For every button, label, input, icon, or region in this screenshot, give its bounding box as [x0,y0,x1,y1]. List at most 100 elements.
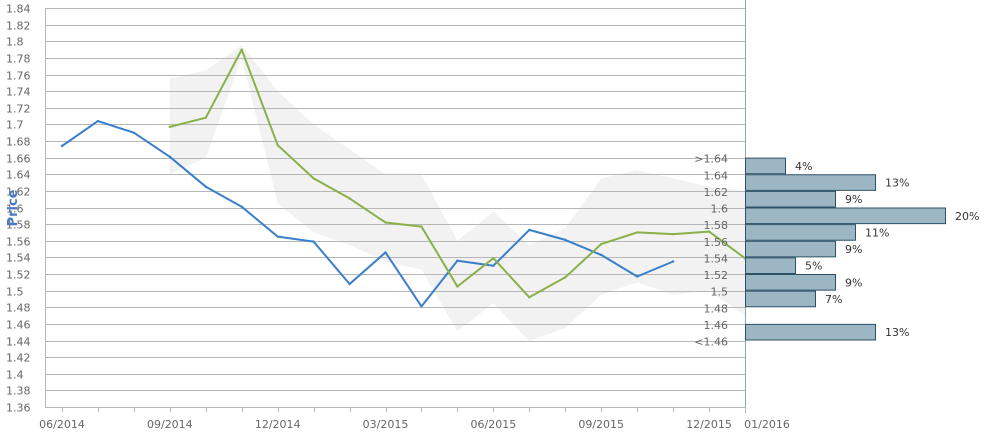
data-point-forecast [420,225,423,228]
histogram-value-label: 9% [845,193,862,206]
histogram-value-label: 13% [885,177,909,190]
histogram-value-label: 11% [865,226,889,239]
histogram-bin-label: <1.46 [694,336,728,349]
series-line-actual [61,120,674,308]
y-tick-label: 1.42 [6,352,31,365]
x-tick-label: 01/2016 [744,418,790,431]
data-point-actual [564,238,567,242]
histogram-bar [745,323,876,341]
histogram-bar [745,207,946,225]
data-point-actual [456,259,459,262]
data-point-actual [312,240,315,243]
histogram-bar [745,240,836,258]
histogram-bar [745,190,836,208]
data-point-actual [420,305,423,308]
distribution-histogram: 4%13%9%20%11%9%5%9%7%13%>1.641.641.621.6… [694,153,979,349]
data-point-forecast [348,197,351,200]
y-tick-label: 1.62 [6,186,31,199]
y-tick-label: 1.58 [6,219,31,232]
histogram-value-label: 7% [825,293,842,306]
histogram-bar [745,157,786,175]
histogram-bin-label: 1.62 [704,186,729,199]
data-point-actual [96,119,100,123]
histogram-bar [745,174,876,191]
data-point-forecast [276,144,279,147]
data-point-actual [492,264,495,267]
x-tick-label: 12/2015 [686,418,732,431]
series-lines [60,48,747,308]
x-tick-label: 03/2015 [363,418,409,431]
y-tick-label: 1.5 [6,286,24,299]
y-tick-label: 1.78 [6,53,31,66]
y-tick-label: 1.6 [6,203,24,216]
y-tick-label: 1.56 [6,236,31,249]
data-point-forecast [204,116,207,119]
histogram-bin-label: 1.5 [711,286,729,299]
y-tick-label: 1.48 [6,302,31,315]
y-tick-label: 1.66 [6,153,31,166]
y-tick-label: 1.74 [6,86,31,99]
y-tick-label: 1.44 [6,336,31,349]
histogram-value-label: 9% [845,276,862,289]
data-point-forecast [312,177,315,180]
histogram-bin-label: 1.58 [704,219,729,232]
x-tick-label: 06/2015 [471,418,517,431]
confidence-band [169,45,746,342]
data-point-forecast [168,125,171,129]
data-point-forecast [671,232,675,236]
histogram-bar [745,274,836,291]
y-tick-label: 1.76 [6,70,31,83]
y-tick-label: 1.54 [6,252,31,265]
x-tick-label: 09/2014 [147,418,193,431]
y-tick-label: 1.64 [6,169,31,182]
data-point-actual [204,185,207,188]
y-tick-label: 1.4 [6,369,24,382]
y-tick-label: 1.82 [6,20,31,33]
histogram-bin-label: 1.52 [704,269,729,282]
histogram-value-label: 4% [795,160,812,173]
data-point-actual [600,253,603,257]
data-point-forecast [564,276,567,279]
histogram-bin-label: 1.48 [704,302,729,315]
y-tick-label: 1.8 [6,36,24,49]
y-tick-label: 1.72 [6,103,31,116]
forecast-range-area [169,45,746,342]
axes: 1.84 1.82 1.8 1.78 1.76 1.74 1.72 1.7 1.68 1.66 1.… [6,0,790,431]
histogram-value-label: 13% [885,326,909,339]
data-point-actual [240,205,243,208]
data-point-forecast [600,242,603,246]
data-point-actual [168,155,171,158]
data-point-forecast [456,285,459,288]
x-tick-label: 06/2014 [39,418,85,431]
y-tick-label: 1.36 [6,402,31,415]
y-axis-title: Price [6,189,21,226]
histogram-bar [745,257,796,274]
histogram-bar [745,290,816,308]
y-tick-label: 1.52 [6,269,31,282]
histogram-value-label: 5% [805,260,822,273]
data-point-actual [132,131,136,134]
histogram-bar [745,224,856,241]
histogram-bin-label: 1.54 [704,252,729,265]
data-point-actual [348,282,351,286]
gridlines [45,8,745,408]
histogram-value-label: 9% [845,243,862,256]
histogram-bin-label: 1.6 [711,203,729,216]
y-tick-label: 1.46 [6,319,31,332]
y-tick-label: 1.38 [6,385,31,398]
data-point-actual [384,251,387,254]
data-point-forecast [636,231,639,234]
data-point-actual [60,144,64,148]
data-point-forecast [528,296,531,299]
y-tick-label: 1.7 [6,119,24,132]
data-point-forecast [384,221,387,224]
data-point-actual [671,260,675,263]
histogram-bin-label: 1.56 [704,236,729,249]
data-point-forecast [707,230,711,233]
data-point-forecast [240,48,243,51]
data-point-actual [636,275,639,278]
histogram-bin-label: >1.64 [694,153,728,166]
y-tick-label: 1.68 [6,136,31,149]
